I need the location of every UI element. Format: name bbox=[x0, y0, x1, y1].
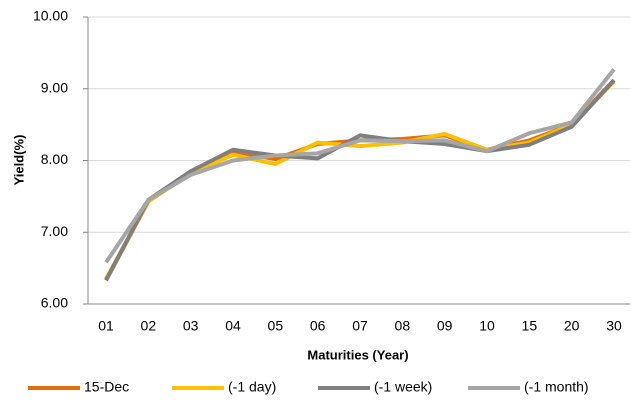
x-tick-label: 04 bbox=[225, 318, 241, 334]
y-tick-label: 6.00 bbox=[41, 295, 68, 311]
x-tick-label: 10 bbox=[479, 318, 495, 334]
y-axis-title: Yield(%) bbox=[11, 135, 26, 186]
x-tick-label: 15 bbox=[522, 318, 538, 334]
y-tick-label: 9.00 bbox=[41, 79, 68, 95]
legend-label: 15-Dec bbox=[84, 379, 129, 395]
x-tick-label: 02 bbox=[141, 318, 157, 334]
x-tick-label: 03 bbox=[183, 318, 199, 334]
x-axis-title: Maturities (Year) bbox=[307, 347, 408, 362]
x-tick-label: 01 bbox=[98, 318, 114, 334]
x-tick-label: 05 bbox=[268, 318, 284, 334]
legend-label: (-1 month) bbox=[524, 379, 589, 395]
y-tick-label: 7.00 bbox=[41, 223, 68, 239]
x-tick-label: 20 bbox=[564, 318, 580, 334]
x-tick-label: 07 bbox=[352, 318, 368, 334]
series-line bbox=[104, 78, 616, 282]
legend-label: (-1 week) bbox=[374, 379, 432, 395]
x-tick-label: 06 bbox=[310, 318, 326, 334]
series-line bbox=[104, 68, 616, 264]
legend-label: (-1 day) bbox=[228, 379, 276, 395]
x-tick-label: 08 bbox=[395, 318, 411, 334]
y-tick-label: 8.00 bbox=[41, 151, 68, 167]
y-tick-label: 10.00 bbox=[33, 8, 68, 24]
x-tick-label: 30 bbox=[606, 318, 622, 334]
x-tick-label: 09 bbox=[437, 318, 453, 334]
